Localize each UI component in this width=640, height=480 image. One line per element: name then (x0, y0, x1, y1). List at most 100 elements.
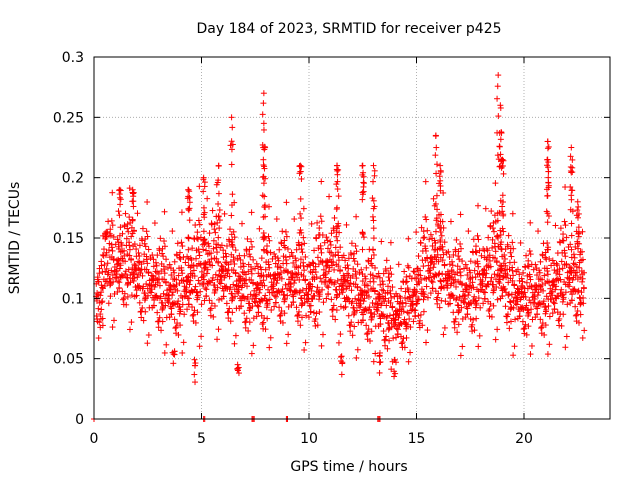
data-point (171, 258, 178, 265)
data-point (277, 264, 284, 271)
data-point (107, 226, 114, 233)
data-point (482, 205, 489, 212)
data-point (312, 316, 319, 323)
data-point (273, 280, 280, 287)
data-point (159, 318, 166, 325)
data-point (253, 260, 260, 267)
data-point (138, 314, 145, 321)
data-point (207, 305, 214, 312)
data-points (91, 72, 588, 422)
data-point (422, 245, 429, 252)
data-point (159, 299, 166, 306)
data-point (372, 264, 379, 271)
data-point (272, 260, 279, 267)
data-point (410, 318, 417, 325)
data-point (271, 303, 278, 310)
data-point (465, 292, 472, 299)
data-point (209, 207, 216, 214)
data-point (171, 269, 178, 276)
data-point (241, 252, 248, 259)
data-point (407, 324, 414, 331)
data-point (420, 296, 427, 303)
x-tick-label: 5 (197, 431, 206, 447)
data-point (247, 253, 254, 260)
data-point (419, 322, 426, 329)
data-point (323, 234, 330, 241)
data-point (223, 300, 230, 307)
data-point (302, 253, 309, 260)
data-point (243, 315, 250, 322)
data-point (278, 308, 285, 315)
data-point (124, 293, 131, 300)
data-point (195, 277, 202, 284)
data-point (190, 262, 197, 269)
data-point (139, 304, 146, 311)
data-point (157, 293, 164, 300)
data-point (266, 296, 273, 303)
data-point (162, 302, 169, 309)
data-point (194, 309, 201, 316)
data-point (434, 300, 441, 307)
data-point (153, 262, 160, 269)
data-point (353, 307, 360, 314)
data-point (297, 288, 304, 295)
data-point (383, 302, 390, 309)
data-point (412, 293, 419, 300)
data-point (387, 299, 394, 306)
data-point (274, 255, 281, 262)
data-point (264, 300, 271, 307)
data-point (210, 245, 217, 252)
data-point (218, 242, 225, 249)
data-point (117, 201, 124, 208)
data-point (107, 293, 114, 300)
data-point (128, 233, 135, 240)
data-point (220, 254, 227, 261)
data-point (212, 271, 219, 278)
data-point (421, 234, 428, 241)
data-point (249, 279, 256, 286)
data-point (99, 315, 106, 322)
data-point (179, 243, 186, 250)
data-point (214, 249, 221, 256)
data-point (475, 295, 482, 302)
data-point (174, 287, 181, 294)
data-point (301, 299, 308, 306)
data-point (292, 270, 299, 277)
data-point (316, 288, 323, 295)
data-point (239, 268, 246, 275)
data-point (472, 248, 479, 255)
data-point (266, 237, 273, 244)
x-tick-label: 0 (90, 431, 99, 447)
data-point (105, 218, 112, 225)
data-point (126, 242, 133, 249)
data-point (416, 280, 423, 287)
data-point (393, 307, 400, 314)
data-point (147, 282, 154, 289)
data-point (466, 267, 473, 274)
data-point (294, 318, 301, 325)
data-point (367, 337, 374, 344)
data-point (394, 326, 401, 333)
data-point (204, 251, 211, 258)
data-point (450, 309, 457, 316)
data-point (409, 298, 416, 305)
data-point (187, 264, 194, 271)
data-point (333, 307, 340, 314)
data-point (111, 317, 118, 324)
data-point (414, 296, 421, 303)
data-point (262, 266, 269, 273)
data-point (457, 269, 464, 276)
data-point (240, 260, 247, 267)
data-point (318, 342, 325, 349)
data-point (365, 293, 372, 300)
data-point (120, 295, 127, 302)
data-point (284, 292, 291, 299)
data-point (324, 245, 331, 252)
data-point (203, 270, 210, 277)
data-point (300, 262, 307, 269)
data-point (115, 256, 122, 263)
data-point (325, 284, 332, 291)
data-point (174, 320, 181, 327)
data-point (441, 261, 448, 268)
data-point (230, 281, 237, 288)
